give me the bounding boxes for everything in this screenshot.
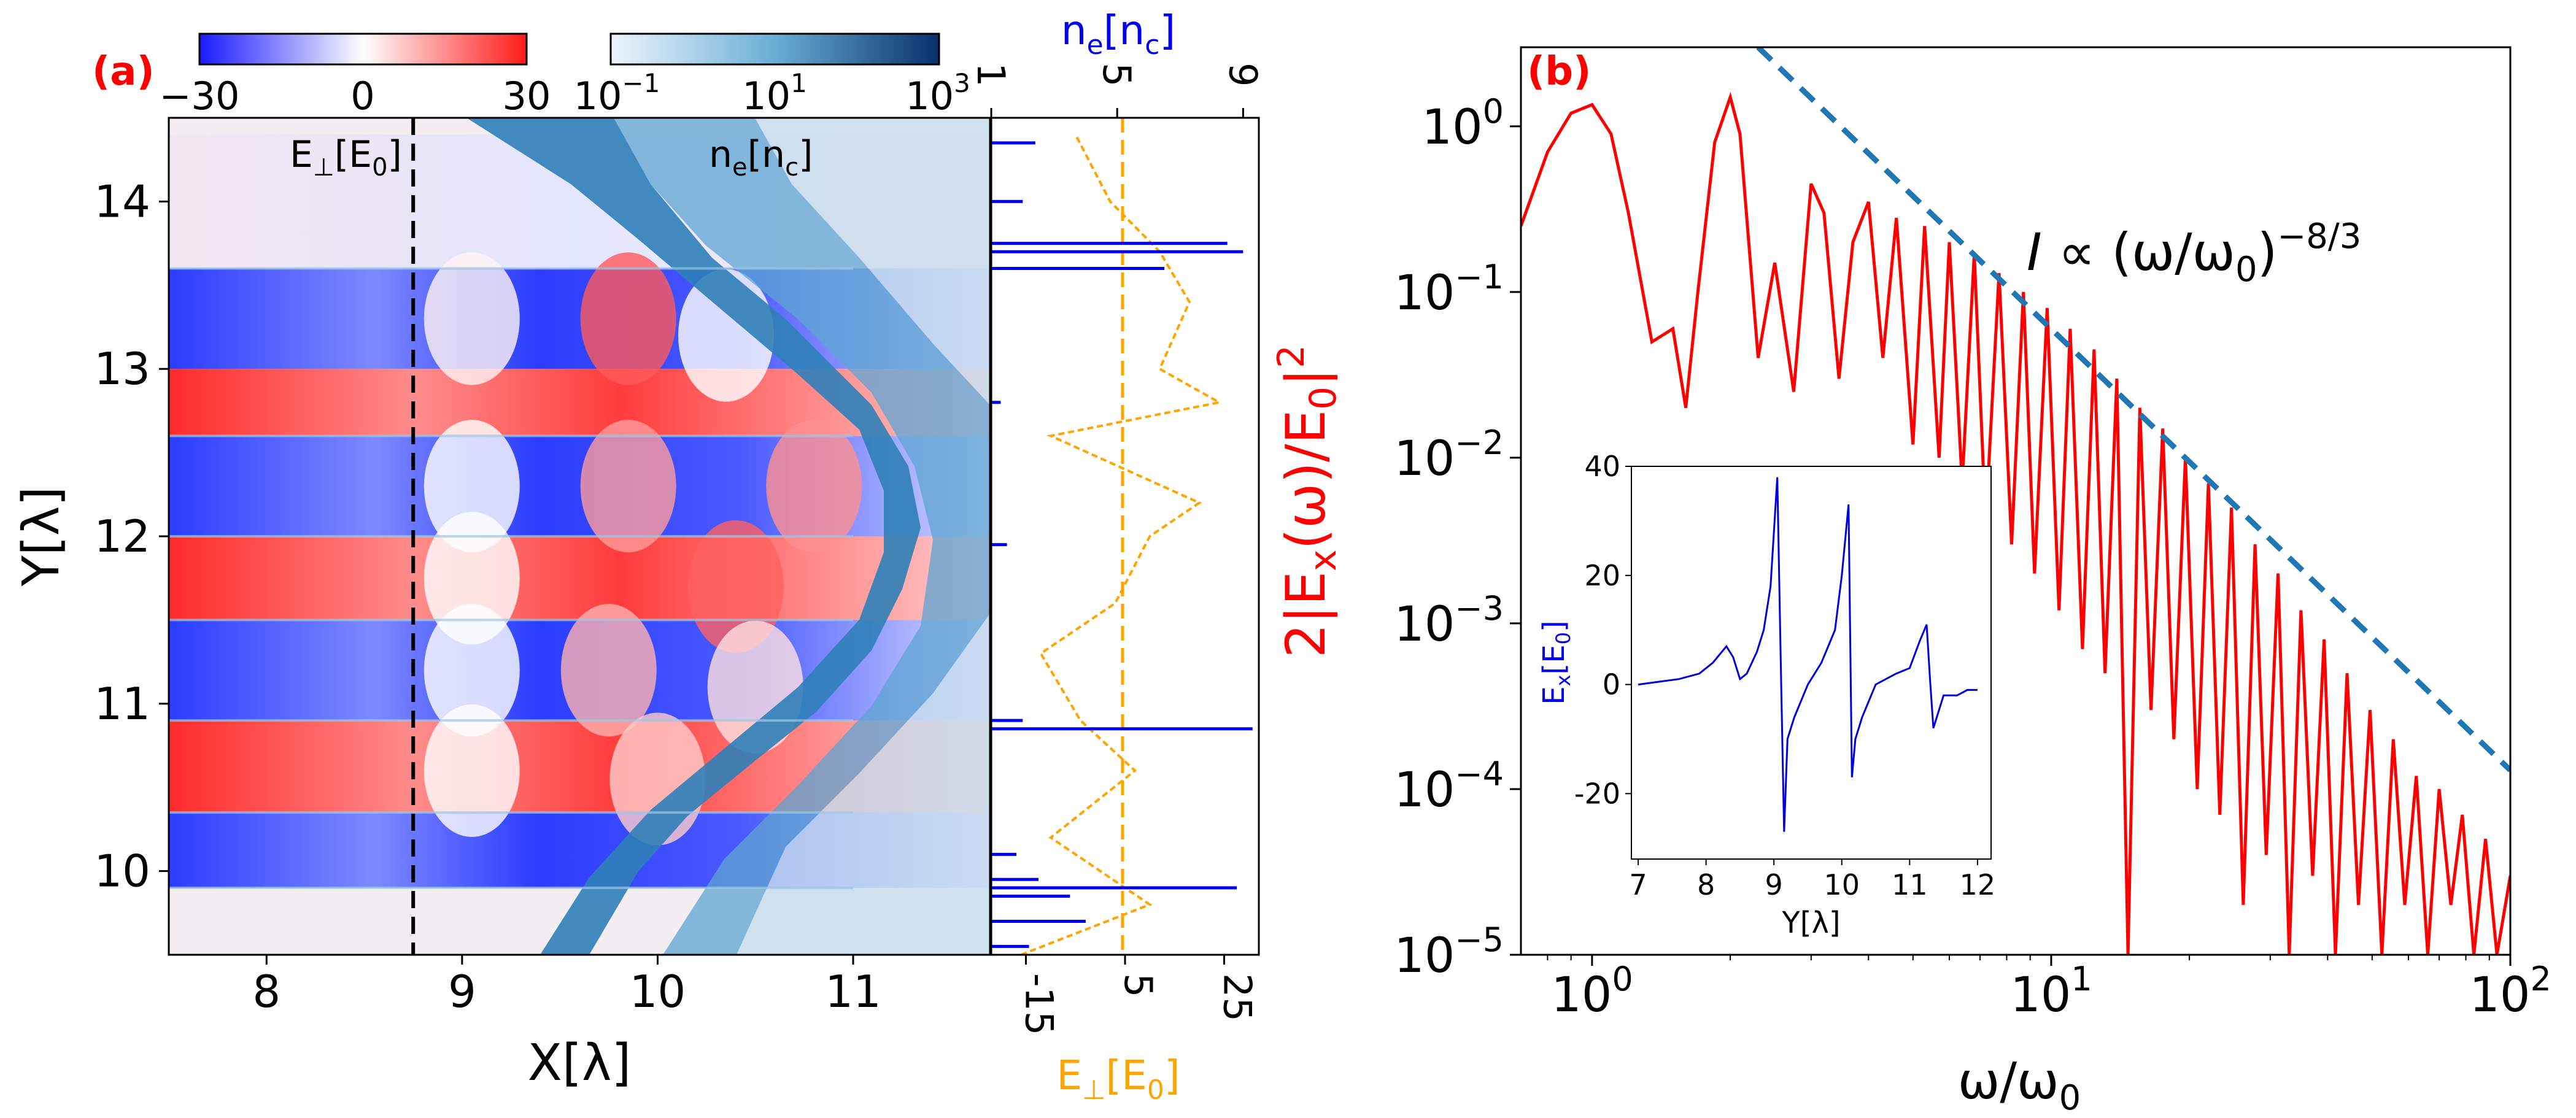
y-tick-label: 10−3 (1394, 589, 1504, 652)
inset-x-tick-label: 10 (1824, 868, 1860, 901)
x-tick-label: 9 (448, 966, 476, 1017)
panel-b-xlabel: ω/ω0 (1958, 1052, 2081, 1118)
field-oscillation (424, 252, 520, 385)
field-oscillation (580, 252, 676, 385)
x-tick-label: 100 (1551, 960, 1633, 1023)
inset-x-tick-label: 9 (1765, 868, 1783, 901)
lineout-top-tick-label: 9 (1220, 63, 1265, 87)
lineout-top-tick-label: 5 (1094, 63, 1139, 87)
density-colorbar-tick: 103 (905, 68, 970, 118)
field-density-heatmap (169, 118, 990, 955)
y-tick-label: 10 (94, 846, 150, 897)
lineout-panel: 1 5 9 -15 5 25 ne[nc] E⊥[E0] (969, 7, 1265, 1106)
lineout-top-tick-label: 1 (969, 63, 1013, 87)
field-colorbar-tick: 0 (350, 74, 374, 118)
y-tick-label: 10−5 (1394, 920, 1504, 984)
lineout-bottom-tick-label: -15 (1017, 973, 1062, 1035)
panel-a-ylabel: Y[λ] (12, 487, 71, 587)
x-tick-label: 10 (630, 966, 686, 1017)
panel-a-xlabel: X[λ] (528, 1034, 632, 1092)
density-colorbar-tick: 10−1 (574, 68, 660, 118)
y-tick-label: 100 (1421, 92, 1504, 155)
inset-xlabel: Y[λ] (1781, 906, 1840, 940)
density-colorbar-tick: 101 (742, 68, 807, 118)
field-colorbar-tick: −30 (160, 74, 240, 118)
field-colorbar-tick: 30 (503, 74, 551, 118)
inset-x-tick-label: 12 (1960, 868, 1996, 901)
inset-x-tick-label: 11 (1892, 868, 1928, 901)
x-tick-label: 101 (2010, 960, 2092, 1023)
x-tick-label: 102 (2469, 960, 2551, 1023)
inset-y-tick-label: 0 (1603, 668, 1620, 701)
field-oscillation (424, 420, 520, 553)
inset-y-tick-label: -20 (1574, 777, 1620, 810)
inset-x-tick-label: 8 (1697, 868, 1715, 901)
y-tick-label: 10−1 (1394, 258, 1504, 321)
density-shock-front (466, 118, 921, 955)
density-sheath (614, 118, 990, 955)
inset-y-tick-label: 40 (1584, 450, 1620, 483)
power-law-fit-line (1756, 47, 2510, 773)
y-tick-label: 10−2 (1394, 423, 1504, 487)
lineout-bottom-tick-label: 25 (1215, 973, 1259, 1022)
inset-ylabel: Ex[E0] (1537, 620, 1575, 704)
x-tick-label: 11 (825, 966, 881, 1017)
panel-a-label: (a) (92, 49, 155, 94)
density-lineout (991, 141, 1253, 948)
y-tick-label: 14 (94, 175, 150, 227)
x-tick-label: 8 (252, 966, 280, 1017)
density-map-label: ne[nc] (709, 133, 813, 182)
field-oscillation (424, 512, 520, 645)
field-oscillation (560, 604, 657, 737)
y-tick-label: 10−4 (1394, 755, 1504, 818)
lineout-bottom-tick-label: 5 (1116, 973, 1161, 997)
density-background (737, 118, 990, 955)
field-oscillation (424, 704, 520, 837)
field-lineout (1020, 134, 1223, 955)
inset-x-tick-label: 7 (1629, 868, 1647, 901)
spectrum-line (1521, 91, 2510, 955)
panel-b-frame (1520, 46, 2512, 956)
lineout-bottom-label: E⊥[E0] (1056, 1052, 1180, 1106)
panel-b-label: (b) (1527, 49, 1591, 94)
panel-b-ylabel: 2|Ex(ω)/E0|2 (1270, 345, 1345, 658)
y-tick-label: 12 (94, 511, 150, 562)
field-band (169, 436, 990, 536)
field-oscillation (580, 420, 676, 553)
inset-y-tick-label: 20 (1584, 559, 1620, 592)
power-law-annotation: I ∝ (ω/ω0)−8/3 (2027, 217, 2361, 290)
inset-ex-line (1638, 477, 1978, 832)
panel-a: (a) −30 0 30 10−1 101 103 (12, 7, 1265, 1106)
y-tick-label: 13 (94, 343, 150, 395)
field-map-label: E⊥[E0] (290, 133, 402, 182)
field-colorbar: −30 0 30 (160, 33, 551, 118)
inset: 7 8 9 10 11 12 40 20 0 -20 Y[λ] Ex[E0] (1537, 450, 1995, 940)
inset-frame (1631, 466, 1992, 860)
density-colorbar: 10−1 101 103 (574, 33, 970, 118)
field-colorbar-gradient (198, 33, 528, 66)
density-colorbar-gradient (609, 33, 940, 66)
field-band (169, 536, 990, 620)
y-tick-label: 11 (94, 678, 150, 730)
field-oscillation (766, 420, 862, 553)
field-oscillation (424, 604, 520, 737)
lineout-top-label: ne[nc] (1061, 7, 1175, 61)
